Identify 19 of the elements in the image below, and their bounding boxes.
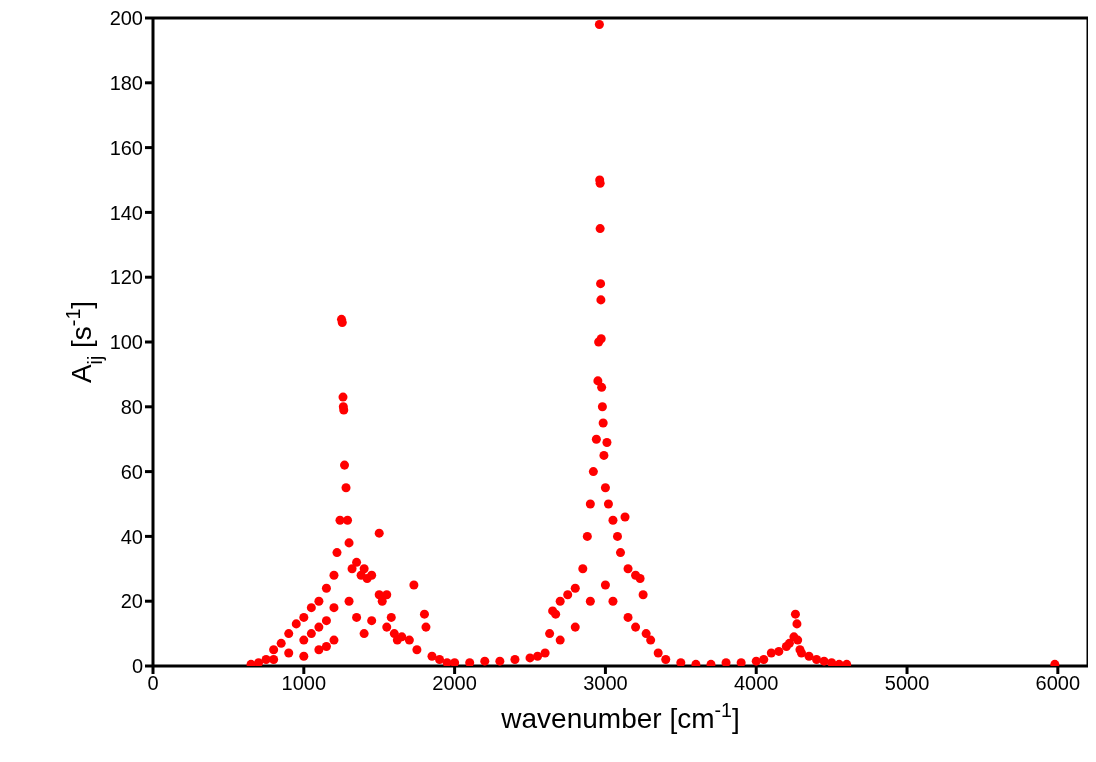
x-tick-label: 1000	[281, 672, 327, 695]
x-tick-label: 4000	[733, 672, 779, 695]
y-tick-label: 160	[109, 136, 143, 159]
y-tick-label: 100	[109, 331, 143, 354]
x-tick-label: 6000	[1035, 672, 1081, 695]
y-tick-label: 80	[120, 395, 143, 418]
x-axis-title: wavenumber [cm$^{-1}$]	[500, 699, 740, 734]
y-tick-label: 200	[109, 7, 143, 30]
x-tick-label: 0	[147, 672, 159, 695]
y-tick-label: 120	[109, 266, 143, 289]
y-tick-label: 60	[120, 460, 143, 483]
x-tick-label: 2000	[432, 672, 477, 695]
x-tick-label: 5000	[884, 672, 930, 695]
y-tick-label: 140	[109, 201, 143, 224]
y-tick-label: 0	[131, 655, 143, 678]
x-tick-label: 3000	[583, 672, 628, 695]
y-tick-label: 20	[120, 590, 143, 613]
y-tick-label: 40	[120, 525, 143, 548]
y-tick-label: 180	[109, 71, 143, 94]
